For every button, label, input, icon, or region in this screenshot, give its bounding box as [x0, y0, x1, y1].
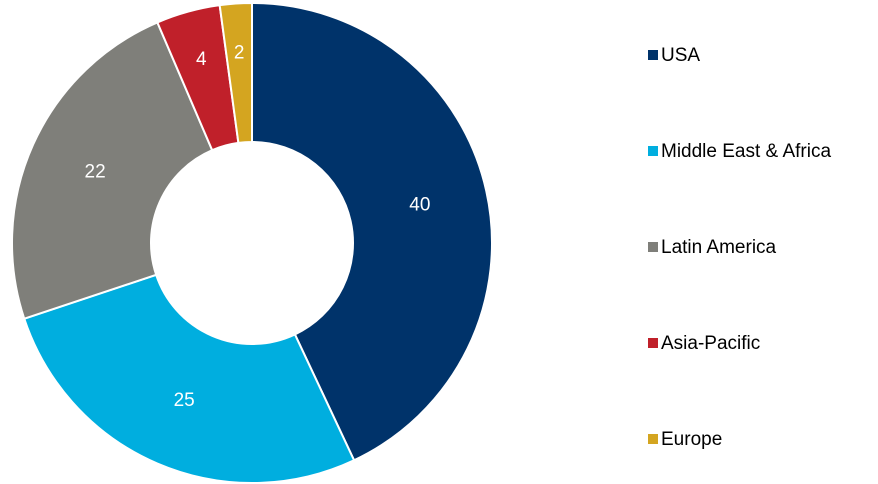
- data-label: 25: [174, 390, 195, 411]
- data-label: 2: [234, 42, 245, 63]
- data-label: 40: [409, 195, 430, 216]
- legend-swatch: [648, 242, 658, 252]
- data-label: 4: [196, 49, 207, 70]
- legend-swatch: [648, 434, 658, 444]
- donut-slice: [11, 21, 214, 320]
- legend-text: Middle East & Africa: [661, 141, 831, 162]
- donut-slice: [251, 1, 493, 462]
- legend-swatch: [648, 338, 658, 348]
- legend-text: Latin America: [661, 237, 777, 258]
- legend-swatch: [648, 50, 658, 60]
- data-label: 22: [85, 162, 106, 183]
- legend-text: USA: [661, 45, 700, 66]
- legend-text: Europe: [661, 429, 722, 450]
- donut-slice: [218, 1, 253, 145]
- legend-swatch: [648, 146, 658, 156]
- donut-slice: [22, 273, 356, 484]
- legend-text: Asia-Pacific: [661, 333, 760, 354]
